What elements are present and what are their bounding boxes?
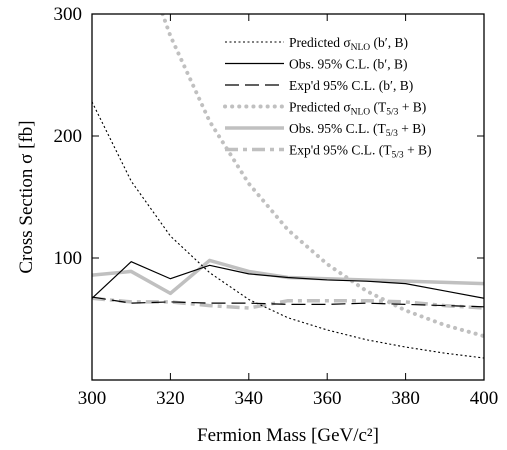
y-tick-label: 200: [54, 126, 83, 147]
y-tick-label: 300: [54, 4, 83, 25]
series-line-3: [92, 296, 484, 308]
y-axis-title: Cross Section σ [fb]: [16, 120, 37, 273]
legend-label: Exp'd 95% C.L. (b′, B): [289, 78, 413, 93]
series-line-6: [92, 296, 484, 310]
series-line-5: [92, 258, 484, 296]
x-tick-label: 380: [391, 388, 420, 409]
axis-ticks: 300 320 340 360 380 400 100 200 300: [54, 4, 499, 409]
legend-label: Obs. 95% C.L. (T5/3 + B): [289, 121, 426, 139]
x-tick-label: 400: [470, 388, 499, 409]
y-tick-label: 100: [54, 248, 83, 269]
plot-frame: [91, 13, 485, 381]
legend-label: Predicted σNLO (T5/3 + B): [289, 100, 426, 118]
series-line-2: [92, 261, 484, 299]
x-tick-label: 340: [235, 388, 264, 409]
x-tick-label: 300: [78, 388, 107, 409]
plot-lines: [92, 14, 484, 359]
legend: Predicted σNLO (b′, B) Obs. 95% C.L. (b′,…: [223, 35, 432, 161]
series-line-4: [160, 14, 484, 339]
legend-label: Exp'd 95% C.L. (T5/3 + B): [289, 143, 432, 161]
legend-label: Obs. 95% C.L. (b′, B): [289, 57, 407, 72]
legend-label: Predicted σNLO (b′, B): [289, 35, 408, 53]
x-tick-label: 360: [313, 388, 342, 409]
series-line-1: [92, 101, 484, 359]
x-axis-title: Fermion Mass [GeV/c²]: [197, 425, 379, 446]
x-tick-label: 320: [156, 388, 185, 409]
